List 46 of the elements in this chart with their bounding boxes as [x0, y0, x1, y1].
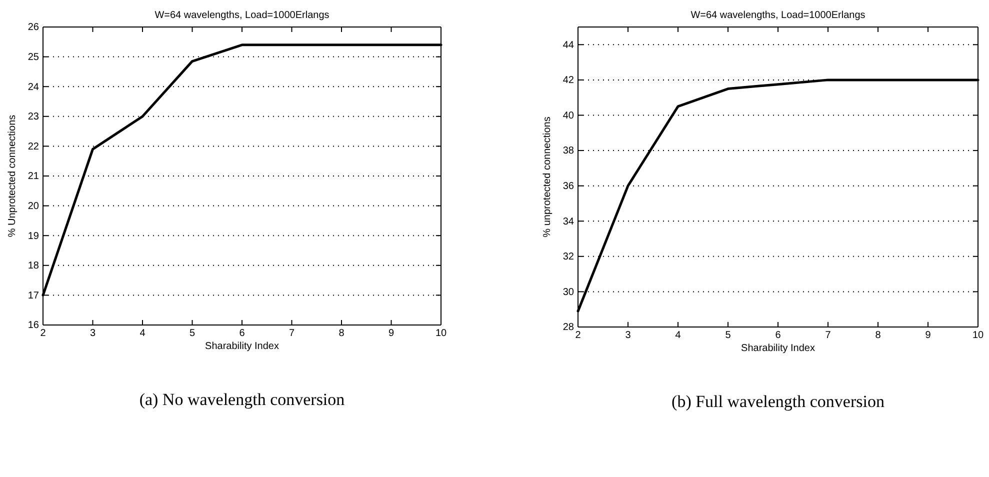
y-tick-label: 16: [28, 320, 40, 332]
x-tick-label: 6: [239, 328, 246, 340]
y-tick-label: 38: [562, 146, 574, 157]
x-tick-label: 7: [288, 328, 295, 340]
y-tick-label: 23: [28, 112, 40, 123]
y-tick-label: 21: [28, 171, 40, 182]
text: (b) Full wavelength conversion: [672, 392, 885, 411]
y-tick-label: 40: [562, 110, 574, 122]
x-tick-label: 4: [675, 330, 682, 342]
y-tick-label: 28: [562, 322, 574, 334]
x-tick-label: 6: [775, 330, 782, 342]
x-tick-label: 3: [90, 328, 96, 340]
y-tick-label: 30: [562, 286, 574, 298]
y-tick-label: 42: [562, 75, 574, 86]
y-tick-label: 20: [28, 201, 40, 212]
x-tick-label: 8: [338, 328, 345, 340]
x-tick-label: 2: [40, 328, 46, 340]
y-axis-title: % Unprotected connections: [7, 114, 18, 238]
y-tick-label: 18: [28, 260, 40, 272]
x-axis-title: Sharability Index: [741, 343, 815, 354]
x-tick-label: 7: [825, 330, 832, 342]
y-tick-label: 34: [562, 216, 574, 228]
x-tick-label: 5: [189, 328, 196, 340]
x-tick-label: 10: [972, 330, 984, 342]
y-tick-label: 24: [28, 82, 40, 93]
y-tick-label: 26: [28, 22, 40, 34]
y-tick-label: 19: [28, 230, 40, 242]
x-tick-label: 2: [575, 330, 582, 342]
y-tick-label: 44: [562, 40, 574, 51]
y-axis-title: % unprotected connections: [542, 116, 553, 238]
chart-title: W=64 wavelengths, Load=1000Erlangs: [154, 10, 330, 21]
text: (a) No wavelength conversion: [139, 390, 346, 409]
x-tick-label: 5: [725, 330, 732, 342]
x-tick-label: 8: [875, 330, 882, 342]
x-tick-label: 10: [435, 328, 447, 340]
y-tick-label: 17: [28, 290, 40, 302]
y-tick-label: 36: [562, 181, 574, 192]
x-axis-title: Sharability Index: [205, 341, 279, 352]
x-tick-label: 3: [625, 330, 632, 342]
x-tick-label: 9: [925, 330, 932, 342]
y-tick-label: 25: [28, 52, 40, 63]
chart-title: W=64 wavelengths, Load=1000Erlangs: [690, 10, 866, 21]
y-tick-label: 22: [28, 141, 40, 152]
x-tick-label: 9: [388, 328, 394, 340]
x-tick-label: 4: [140, 328, 146, 340]
y-tick-label: 32: [562, 252, 574, 263]
